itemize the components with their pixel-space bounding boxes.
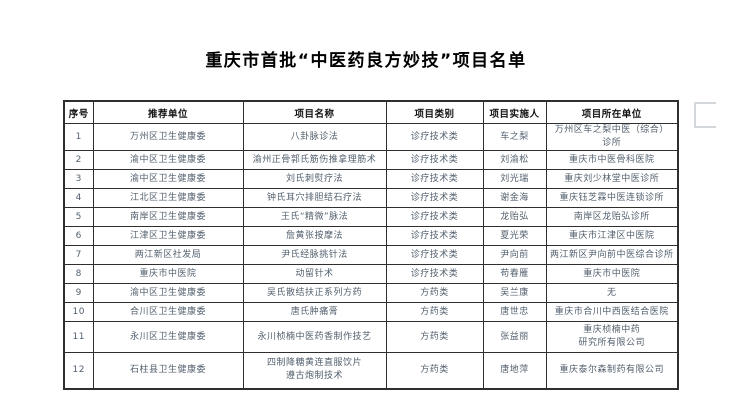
cell-project-name: 四制降糖黄连直服饮片 遵古炮制技术 [242,352,387,390]
cell-index: 8 [63,264,94,285]
cell-recommending-unit: 两江新区社发局 [92,245,244,266]
cell-index: 7 [63,245,94,266]
cell-index: 1 [63,122,94,152]
table-row: 7 两江新区社发局 尹氏经脉挑针法 诊疗技术类 尹向前 两江新区尹向前中医综合诊所 [63,245,679,266]
cell-implementer: 刘渝松 [482,150,547,171]
cell-recommending-unit: 渝中区卫生健康委 [92,283,244,304]
cell-implementer: 唐世忠 [482,302,547,323]
cell-project-category: 诊疗技术类 [385,169,484,190]
cell-index: 10 [63,302,94,323]
cell-implementer: 龙贻弘 [482,207,547,228]
cell-implementer: 尹向前 [482,245,547,266]
cell-implementer: 苟春雁 [482,264,547,285]
header-cell: 项目所在单位 [545,100,679,124]
cell-project-category: 方药类 [385,302,484,323]
cell-project-category: 诊疗技术类 [385,207,484,228]
table-body: 1 万州区卫生健康委 八卦脉诊法 诊疗技术类 车之梨 万州区车之梨中医（综合）诊所 2 渝中区… [63,122,679,390]
cell-recommending-unit: 万州区卫生健康委 [92,122,244,152]
cell-implementer: 唐地萍 [482,352,547,390]
table-row: 1 万州区卫生健康委 八卦脉诊法 诊疗技术类 车之梨 万州区车之梨中医（综合）诊所 [63,122,679,152]
cell-project-category: 方药类 [385,352,484,390]
cell-project-category: 诊疗技术类 [385,226,484,247]
cell-implementer: 车之梨 [482,122,547,152]
table-row: 3 渝中区卫生健康委 刘氏刺熨疗法 诊疗技术类 刘光瑞 重庆刘少林堂中医诊所 [63,169,679,190]
table-header-row: 序号 推荐单位 项目名称 项目类别 项目实施人 项目所在单位 [63,100,679,124]
cell-host-organization: 重庆市中医骨科医院 [545,150,679,171]
cell-index: 4 [63,188,94,209]
table-row: 12 石柱县卫生健康委 四制降糖黄连直服饮片 遵古炮制技术 方药类 唐地萍 重庆泰尔森制药… [63,352,679,390]
cell-recommending-unit: 重庆市中医院 [92,264,244,285]
cell-project-category: 诊疗技术类 [385,245,484,266]
cell-recommending-unit: 渝中区卫生健康委 [92,150,244,171]
cell-project-category: 诊疗技术类 [385,264,484,285]
cell-index: 2 [63,150,94,171]
cell-project-name: 八卦脉诊法 [242,122,387,152]
cell-project-category: 方药类 [385,321,484,354]
cell-project-name: 动留针术 [242,264,387,285]
cell-host-organization: 重庆泰尔森制药有限公司 [545,352,679,390]
cell-project-name: 詹黄张按摩法 [242,226,387,247]
cell-recommending-unit: 南岸区卫生健康委 [92,207,244,228]
cell-index: 9 [63,283,94,304]
cell-implementer: 刘光瑞 [482,169,547,190]
cell-index: 3 [63,169,94,190]
cell-project-category: 诊疗技术类 [385,122,484,152]
table-row: 11 永川区卫生健康委 永川桢楠中医药香制作技艺 方药类 张益丽 重庆桢楠中药 研究所有限… [63,321,679,354]
cell-project-name: 唐氏肿痛膏 [242,302,387,323]
table-row: 2 渝中区卫生健康委 渝州正骨郭氏筋伤推拿理筋术 诊疗技术类 刘渝松 重庆市中医骨科医院 [63,150,679,171]
cell-index: 12 [63,352,94,390]
cell-implementer: 夏光荣 [482,226,547,247]
cell-host-organization: 无 [545,283,679,304]
header-cell: 序号 [63,100,94,124]
cell-project-name: 钟氏耳穴排胆结石疗法 [242,188,387,209]
cell-implementer: 吴兰康 [482,283,547,304]
cell-index: 11 [63,321,94,354]
table-row: 9 渝中区卫生健康委 吴氏散结扶正系列方药 方药类 吴兰康无 [63,283,679,304]
cell-project-name: 刘氏刺熨疗法 [242,169,387,190]
table-row: 6 江津区卫生健康委 詹黄张按摩法 诊疗技术类 夏光荣 重庆市江津区中医院 [63,226,679,247]
cell-implementer: 谢金海 [482,188,547,209]
cell-recommending-unit: 永川区卫生健康委 [92,321,244,354]
cell-recommending-unit: 渝中区卫生健康委 [92,169,244,190]
cell-project-name: 永川桢楠中医药香制作技艺 [242,321,387,354]
header-cell: 项目实施人 [482,100,547,124]
cell-recommending-unit: 江津区卫生健康委 [92,226,244,247]
table-row: 8 重庆市中医院 动留针术 诊疗技术类 苟春雁 重庆市中医院 [63,264,679,285]
cell-host-organization: 重庆桢楠中药 研究所有限公司 [545,321,679,354]
cell-index: 6 [63,226,94,247]
table-row: 4 江北区卫生健康委 钟氏耳穴排胆结石疗法 诊疗技术类 谢金海 重庆钰芝霖中医连锁诊所 [63,188,679,209]
cell-host-organization: 重庆市江津区中医院 [545,226,679,247]
cell-project-name: 吴氏散结扶正系列方药 [242,283,387,304]
header-cell: 项目类别 [385,100,484,124]
cell-host-organization: 南岸区龙贻弘诊所 [545,207,679,228]
header-cell: 推荐单位 [92,100,244,124]
cell-project-name: 尹氏经脉挑针法 [242,245,387,266]
cell-index: 5 [63,207,94,228]
cell-host-organization: 重庆市合川中西医结合医院 [545,302,679,323]
selection-bracket-artifact [694,102,716,128]
cell-project-name: 渝州正骨郭氏筋伤推拿理筋术 [242,150,387,171]
cell-host-organization: 重庆市中医院 [545,264,679,285]
cell-project-name: 王氏“精微”脉法 [242,207,387,228]
cell-host-organization: 重庆刘少林堂中医诊所 [545,169,679,190]
header-cell: 项目名称 [242,100,387,124]
cell-recommending-unit: 江北区卫生健康委 [92,188,244,209]
cell-project-category: 方药类 [385,283,484,304]
cell-host-organization: 两江新区尹向前中医综合诊所 [545,245,679,266]
cell-project-category: 诊疗技术类 [385,188,484,209]
cell-host-organization: 万州区车之梨中医（综合）诊所 [545,122,679,152]
table-row: 10 合川区卫生健康委 唐氏肿痛膏 方药类 唐世忠 重庆市合川中西医结合医院 [63,302,679,323]
cell-recommending-unit: 石柱县卫生健康委 [92,352,244,390]
projects-table: 序号 推荐单位 项目名称 项目类别 项目实施人 项目所在单位 1 万州区卫生健康委 八卦脉诊法… [63,100,679,390]
cell-project-category: 诊疗技术类 [385,150,484,171]
cell-host-organization: 重庆钰芝霖中医连锁诊所 [545,188,679,209]
cell-recommending-unit: 合川区卫生健康委 [92,302,244,323]
table-row: 5 南岸区卫生健康委 王氏“精微”脉法 诊疗技术类 龙贻弘 南岸区龙贻弘诊所 [63,207,679,228]
cell-implementer: 张益丽 [482,321,547,354]
page-title: 重庆市首批“中医药良方妙技”项目名单 [205,51,527,71]
